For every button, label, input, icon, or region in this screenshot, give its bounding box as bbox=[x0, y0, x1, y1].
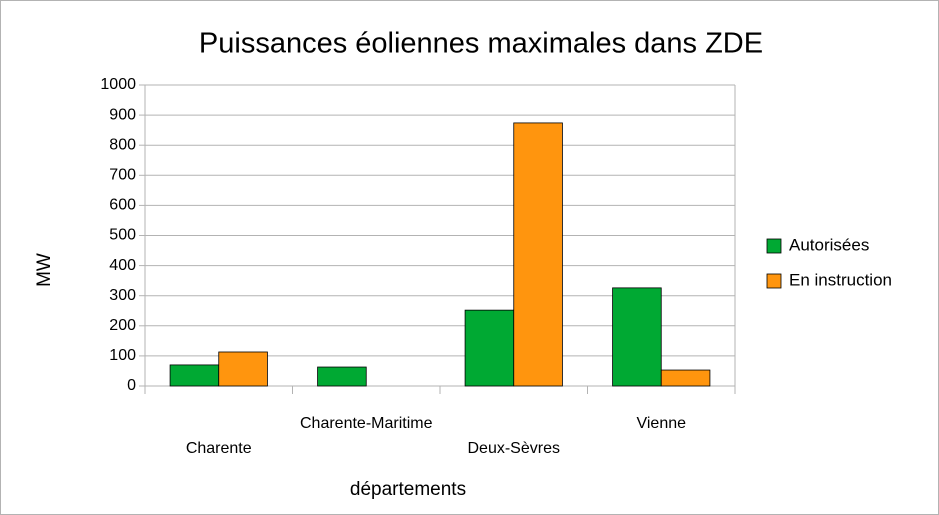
legend-swatch bbox=[766, 273, 782, 289]
y-tick-label: 200 bbox=[109, 317, 136, 334]
y-tick-label: 400 bbox=[109, 257, 136, 274]
chart-title: Puissances éoliennes maximales dans ZDE bbox=[199, 28, 763, 60]
y-tick-label: 900 bbox=[109, 106, 136, 123]
bar bbox=[218, 351, 268, 387]
x-tick-label: Charente-Maritime bbox=[300, 415, 433, 432]
bar bbox=[660, 369, 711, 387]
y-tick-label: 500 bbox=[109, 227, 136, 244]
x-tick-label: Deux-Sèvres bbox=[468, 440, 560, 457]
y-tick-label: 800 bbox=[109, 136, 136, 153]
bar bbox=[513, 122, 563, 387]
x-tick-label: Charente bbox=[186, 440, 252, 457]
bar bbox=[464, 309, 515, 387]
x-axis-label: départements bbox=[350, 479, 466, 500]
legend-label: En instruction bbox=[789, 270, 892, 289]
legend-label: Autorisées bbox=[789, 235, 869, 254]
x-tick-label: Vienne bbox=[636, 415, 686, 432]
y-axis-label: MW bbox=[34, 253, 55, 287]
y-tick-label: 0 bbox=[127, 377, 136, 394]
y-tick-label: 600 bbox=[109, 197, 136, 214]
bar bbox=[317, 366, 367, 387]
legend-swatch bbox=[766, 238, 782, 254]
y-tick-label: 300 bbox=[109, 287, 136, 304]
y-tick-label: 1000 bbox=[100, 76, 136, 93]
bar bbox=[612, 287, 662, 387]
y-tick-label: 700 bbox=[109, 167, 136, 184]
y-tick-label: 100 bbox=[109, 347, 136, 364]
bar bbox=[169, 364, 220, 387]
